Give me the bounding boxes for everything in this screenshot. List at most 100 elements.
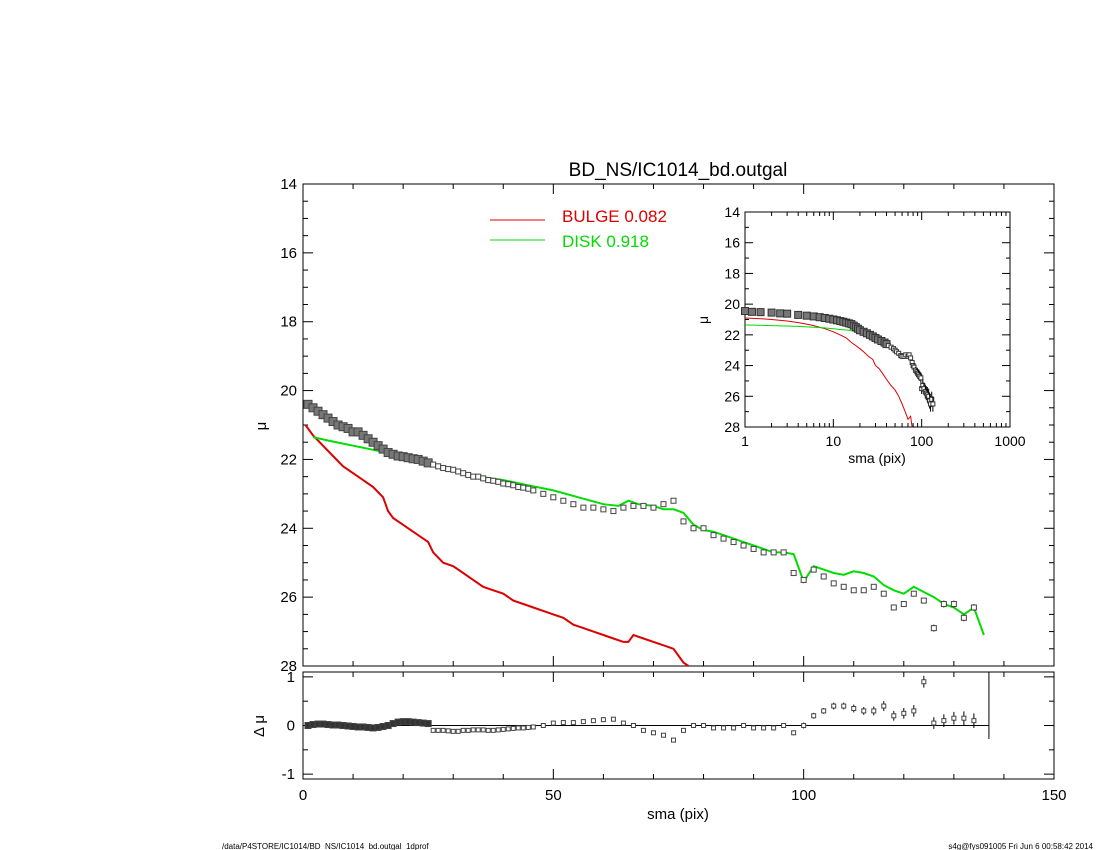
main-data-marker (750, 545, 757, 552)
residual-data-point (465, 727, 471, 733)
residual-data-point (620, 720, 626, 726)
residual-data-marker (435, 727, 441, 733)
residual-data-marker (901, 710, 907, 716)
inset-data-marker (783, 309, 792, 318)
inset-data-point (908, 355, 914, 361)
inset-x-axis-label: sma (pix) (848, 450, 906, 466)
residual-x-tick-labels: 0 50 100 150 (299, 787, 1067, 804)
inset-data-marker (908, 355, 914, 361)
x-axis-label: sma (pix) (647, 806, 709, 823)
residual-data-point (741, 723, 747, 728)
main-data-point (430, 461, 437, 468)
residual-y-tick-label: 0 (287, 718, 295, 735)
main-data-point (465, 471, 472, 478)
main-data-marker (860, 587, 867, 594)
residual-data-marker (871, 708, 877, 714)
residual-data-point (831, 702, 837, 710)
inset-y-tick-label: 16 (724, 235, 740, 251)
main-y-tick-label: 26 (280, 589, 297, 606)
residual-data-point (600, 717, 606, 723)
residual-data-point (485, 727, 491, 733)
main-data-marker (760, 549, 767, 556)
residual-data-marker (931, 720, 937, 726)
residual-data-point (731, 725, 737, 731)
main-data-marker (940, 601, 947, 608)
residual-data-point (711, 725, 717, 731)
residual-data-marker (485, 727, 491, 733)
inset-model-curves (744, 317, 913, 428)
residual-data-marker (691, 723, 697, 728)
inset-data-marker (918, 375, 924, 381)
residual-data-marker (520, 725, 526, 731)
main-data-point (580, 504, 587, 511)
main-data-marker (530, 487, 537, 494)
main-data-point (560, 497, 567, 504)
main-data-point (590, 504, 597, 511)
residual-data-point (721, 725, 727, 731)
inset-data-point (741, 307, 749, 316)
main-data-point (860, 587, 867, 594)
residual-data-marker (490, 727, 496, 733)
main-data-marker (670, 497, 677, 504)
main-data-marker (690, 525, 697, 532)
residual-data-point (530, 724, 536, 730)
main-data-marker (800, 576, 807, 583)
residual-data-point (901, 707, 907, 719)
residual-data-marker (911, 708, 917, 714)
residual-data-marker (455, 728, 461, 734)
residual-data-marker (505, 726, 511, 732)
main-data-marker (910, 590, 917, 597)
residual-data-marker (751, 725, 757, 731)
main-data-point (450, 466, 457, 473)
main-data-marker (830, 580, 837, 587)
residual-data-marker (761, 725, 767, 731)
main-y-tick-label: 28 (280, 658, 297, 675)
residual-data-marker (971, 718, 977, 724)
main-data-marker (880, 590, 887, 597)
main-data-marker (435, 463, 442, 470)
residual-data-points (304, 675, 977, 743)
main-data-marker (590, 504, 597, 511)
residual-data-marker (861, 708, 867, 714)
residual-y-tick-labels: 1 0 -1 (282, 669, 295, 783)
residual-data-marker (811, 713, 817, 719)
residual-data-marker (711, 725, 717, 731)
main-data-point (505, 481, 512, 488)
residual-data-point (861, 707, 867, 715)
main-data-marker (490, 477, 497, 484)
inset-data-marker (929, 396, 935, 402)
residual-data-marker (424, 720, 432, 728)
residual-data-marker (841, 703, 847, 709)
main-data-point (650, 504, 657, 511)
inset-y-tick-labels: 14 16 18 20 22 24 26 28 (724, 204, 740, 435)
main-data-point (440, 465, 447, 472)
residual-data-point (951, 711, 957, 725)
main-data-point (475, 473, 482, 480)
residual-data-marker (580, 719, 586, 725)
residual-data-marker (951, 715, 957, 721)
main-data-point (830, 580, 837, 587)
main-data-marker (620, 504, 627, 511)
main-y-tick-labels: 14 16 18 20 22 24 26 28 (280, 176, 297, 675)
main-data-point (970, 604, 977, 611)
main-data-marker (950, 601, 957, 608)
inset-data-marker (930, 401, 936, 407)
inset-series-disk-line (744, 324, 857, 333)
main-data-point (485, 477, 492, 484)
residual-data-point (670, 737, 676, 743)
main-data-point (620, 504, 627, 511)
residual-data-marker (430, 727, 436, 733)
main-data-marker (600, 506, 607, 513)
main-data-marker (820, 573, 827, 580)
residual-data-marker (961, 715, 967, 721)
main-data-point (660, 501, 667, 508)
inset-data-point (783, 309, 792, 318)
main-data-marker (790, 570, 797, 577)
main-data-point (810, 566, 817, 573)
residual-data-marker (510, 725, 516, 731)
main-data-point (930, 624, 937, 632)
inset-y-tick-label: 26 (724, 388, 740, 404)
legend-bulge-label: BULGE 0.082 (562, 207, 667, 226)
main-series-bulge-line (304, 424, 690, 667)
residual-data-marker (515, 725, 521, 731)
